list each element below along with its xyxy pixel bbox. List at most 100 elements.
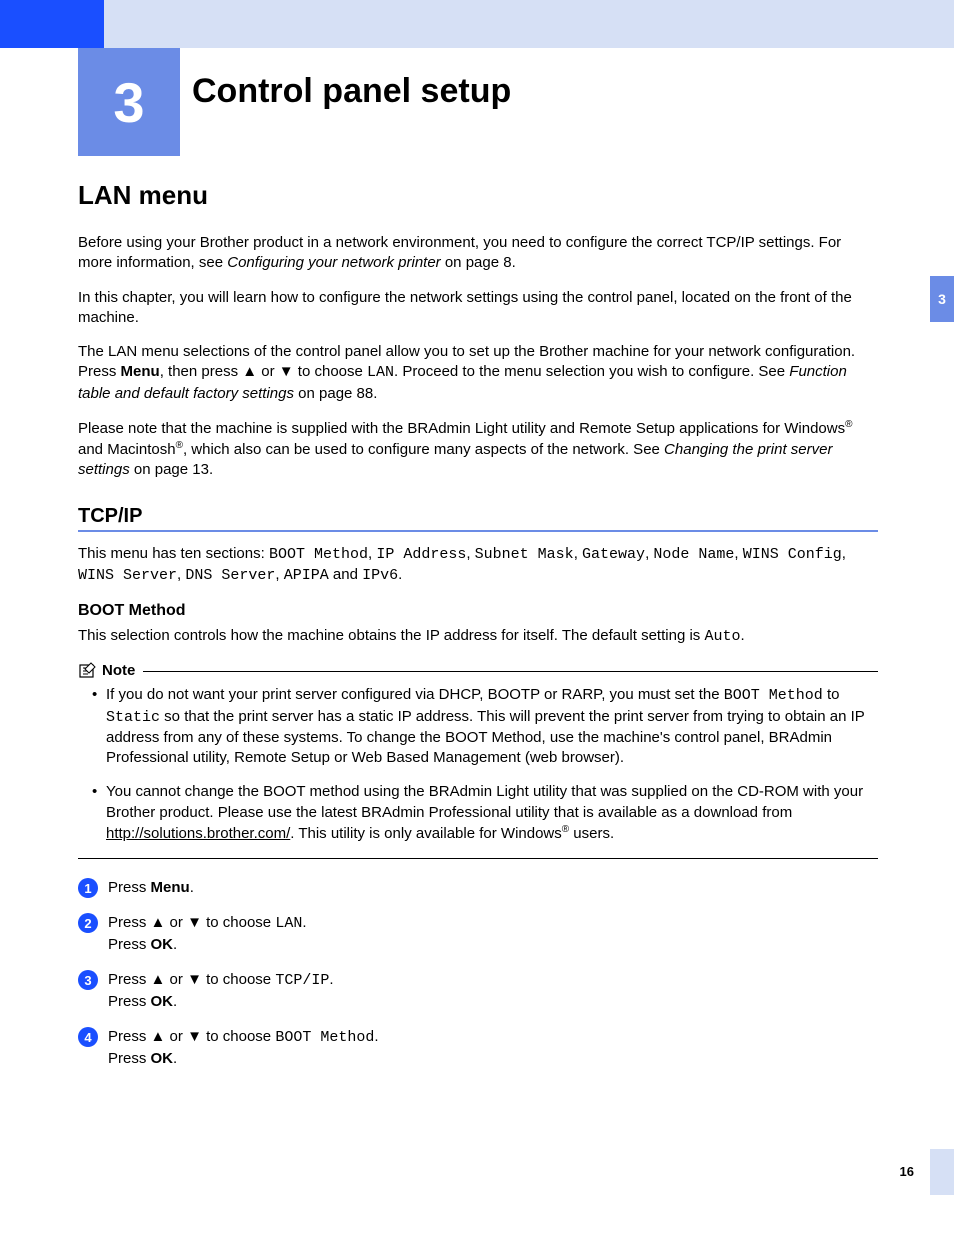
mono-text: Subnet Mask (475, 546, 574, 563)
step-text: Press ▲ or ▼ to choose TCP/IP. Press OK. (108, 969, 334, 1012)
step-text: Press Menu. (108, 877, 194, 898)
down-arrow-icon: ▼ (279, 363, 294, 380)
mono-text: Gateway (582, 546, 645, 563)
subsubsection-heading: BOOT Method (78, 602, 878, 620)
mono-text: IP Address (376, 546, 466, 563)
text: Press (108, 936, 151, 953)
key-label: Menu (151, 879, 190, 896)
step-text: Press ▲ or ▼ to choose LAN. Press OK. (108, 912, 307, 955)
note-bullet: You cannot change the BOOT method using … (92, 782, 878, 844)
mono-text: TCP/IP (275, 972, 329, 989)
mono-text: LAN (367, 364, 394, 381)
text: Press (108, 1050, 151, 1067)
note-label: Note (102, 662, 135, 679)
text: , then press (160, 363, 243, 380)
mono-text: WINS Server (78, 567, 177, 584)
text: Press (108, 914, 151, 931)
page-number: 16 (900, 1164, 914, 1179)
text: and (329, 566, 362, 583)
chapter-number-block: 3 (78, 48, 180, 156)
step-badge: 1 (78, 878, 98, 898)
mono-text: APIPA (284, 567, 329, 584)
down-arrow-icon: ▼ (187, 971, 202, 988)
text: users. (569, 825, 614, 842)
mono-text: Static (106, 709, 160, 726)
down-arrow-icon: ▼ (187, 1028, 202, 1045)
subsection-heading: TCP/IP (78, 505, 878, 532)
step-badge: 3 (78, 970, 98, 990)
note-body: If you do not want your print server con… (78, 685, 878, 844)
text: on page 8. (441, 254, 516, 271)
text: . (740, 627, 744, 644)
mono-text: BOOT Method (269, 546, 368, 563)
text: Please note that the machine is supplied… (78, 420, 845, 437)
text: and Macintosh (78, 441, 176, 458)
bottom-side-tab (930, 1149, 954, 1195)
mono-text: LAN (275, 915, 302, 932)
registered-symbol: ® (845, 419, 852, 430)
text: on page 13. (130, 461, 213, 478)
link-text[interactable]: http://solutions.brother.com/ (106, 825, 290, 842)
text: to choose (202, 971, 275, 988)
paragraph: This selection controls how the machine … (78, 626, 878, 647)
text: . (173, 993, 177, 1010)
header-band (0, 0, 954, 48)
text: Press (108, 1028, 151, 1045)
mono-text: Node Name (653, 546, 734, 563)
up-arrow-icon: ▲ (151, 1028, 166, 1045)
text: . (374, 1028, 378, 1045)
step-item: 3 Press ▲ or ▼ to choose TCP/IP. Press O… (78, 969, 878, 1012)
mono-text: BOOT Method (724, 687, 823, 704)
text: to choose (294, 363, 367, 380)
key-label: Menu (121, 363, 160, 380)
text: , which also can be used to configure ma… (183, 441, 664, 458)
page-content: LAN menu Before using your Brother produ… (78, 180, 878, 1083)
text: or (165, 914, 187, 931)
side-tab: 3 (930, 276, 954, 322)
mono-text: DNS Server (185, 567, 275, 584)
text: to choose (202, 914, 275, 931)
note-end-rule (78, 858, 878, 859)
up-arrow-icon: ▲ (151, 914, 166, 931)
step-item: 2 Press ▲ or ▼ to choose LAN. Press OK. (78, 912, 878, 955)
note-rule (143, 671, 878, 672)
text: or (165, 971, 187, 988)
key-label: OK (151, 993, 174, 1010)
text: . (190, 879, 194, 896)
text: . This utility is only available for Win… (290, 825, 562, 842)
step-badge: 2 (78, 913, 98, 933)
header-band-accent (0, 0, 104, 48)
up-arrow-icon: ▲ (242, 363, 257, 380)
step-text: Press ▲ or ▼ to choose BOOT Method. Pres… (108, 1026, 379, 1069)
text: Press (108, 993, 151, 1010)
up-arrow-icon: ▲ (151, 971, 166, 988)
mono-text: Auto (704, 628, 740, 645)
text: . Proceed to the menu selection you wish… (394, 363, 789, 380)
text: . (398, 566, 402, 583)
section-heading: LAN menu (78, 180, 878, 211)
step-item: 4 Press ▲ or ▼ to choose BOOT Method. Pr… (78, 1026, 878, 1069)
mono-text: BOOT Method (275, 1029, 374, 1046)
text: Press (108, 971, 151, 988)
text: to choose (202, 1028, 275, 1045)
text: If you do not want your print server con… (106, 686, 724, 703)
chapter-title: Control panel setup (192, 72, 511, 111)
text: This selection controls how the machine … (78, 627, 704, 644)
text: . (173, 936, 177, 953)
step-item: 1 Press Menu. (78, 877, 878, 898)
note-header: Note (78, 661, 878, 679)
steps-list: 1 Press Menu. 2 Press ▲ or ▼ to choose L… (78, 877, 878, 1069)
side-tab-label: 3 (938, 291, 946, 307)
text: This menu has ten sections: (78, 545, 269, 562)
text: or (257, 363, 279, 380)
text: or (165, 1028, 187, 1045)
text: Press (108, 879, 151, 896)
paragraph: Please note that the machine is supplied… (78, 418, 878, 481)
text: . (302, 914, 306, 931)
text: to (823, 686, 840, 703)
mono-text: WINS Config (743, 546, 842, 563)
note-icon (78, 661, 98, 679)
text: on page 88. (294, 385, 377, 402)
paragraph: The LAN menu selections of the control p… (78, 342, 878, 404)
down-arrow-icon: ▼ (187, 914, 202, 931)
